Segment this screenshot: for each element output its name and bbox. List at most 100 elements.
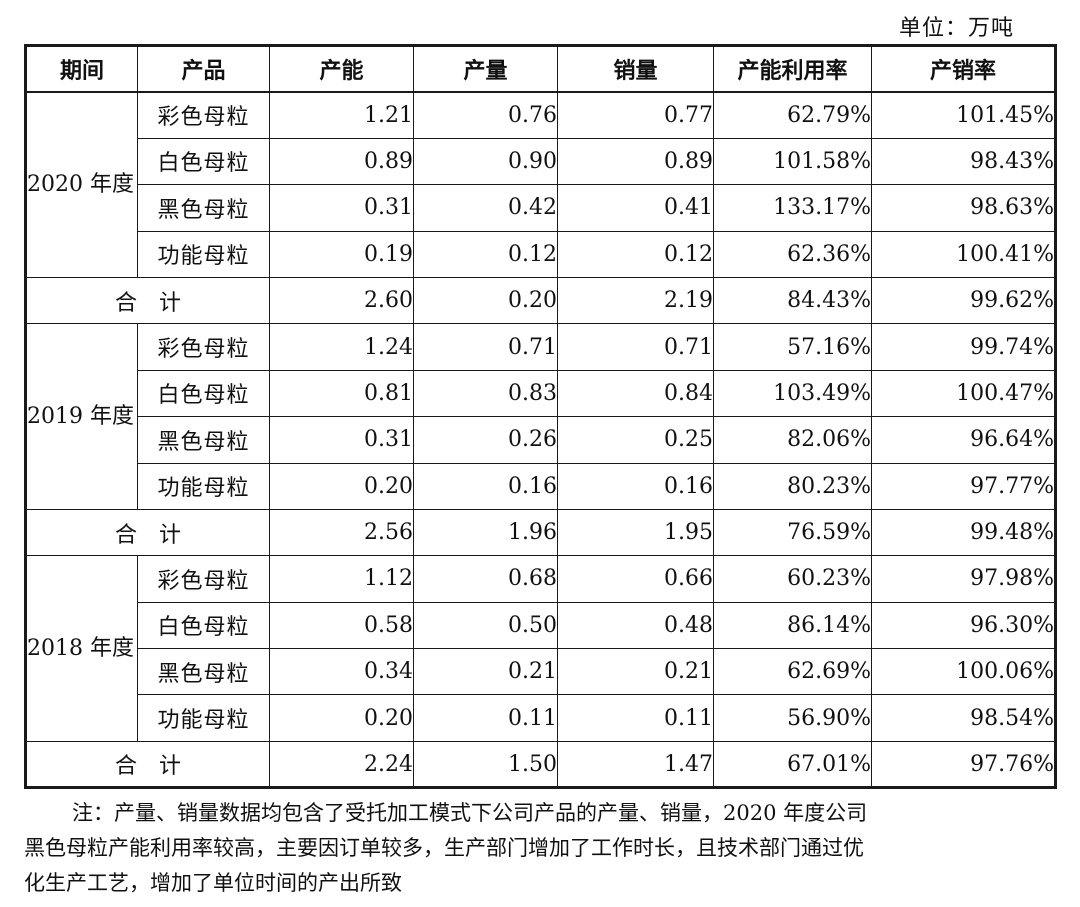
- sales-cell: 0.16: [557, 462, 714, 510]
- capacity-cell: 1.21: [269, 91, 414, 139]
- header-period: 期间: [25, 44, 138, 93]
- table-row: 功能母粒 0.20 0.16 0.16 80.23% 97.77%: [26, 462, 1056, 510]
- product-cell: 白色母粒: [137, 601, 270, 650]
- sales-cell: 0.66: [557, 555, 714, 603]
- sales-cell: 0.77: [557, 91, 714, 139]
- total-capacity-cell: 2.24: [269, 740, 414, 789]
- table-row: 2020 年度 彩色母粒 1.21 0.76 0.77 62.79% 101.45%: [25, 91, 1056, 278]
- total-utilization-cell: 84.43%: [713, 276, 872, 325]
- total-row: 合计 2.60 0.20 2.19 84.43% 99.62%: [25, 276, 1056, 325]
- footnote: 注：产量、销量数据均包含了受托加工模式下公司产品的产量、销量，2020 年度公司…: [24, 796, 1048, 901]
- product-cell: 彩色母粒: [137, 323, 270, 371]
- capacity-table: 期间 产品 产能 产量 销量 产能利用率 产销率 2020 年度 彩色母粒 1.21…: [24, 44, 1057, 790]
- sales-cell: 0.48: [557, 601, 714, 650]
- sales-cell: 0.11: [557, 694, 714, 742]
- sell-through-cell: 101.45%: [871, 91, 1056, 139]
- product-cell: 白色母粒: [137, 137, 270, 186]
- sell-through-cell: 98.63%: [871, 184, 1056, 232]
- output-cell: 0.16: [413, 462, 558, 510]
- total-output-cell: 1.96: [413, 508, 558, 557]
- total-sell-through-cell: 97.76%: [871, 740, 1056, 789]
- utilization-cell: 86.14%: [713, 601, 872, 650]
- product-cell: 黑色母粒: [137, 648, 270, 696]
- total-sales-cell: 1.95: [557, 508, 714, 557]
- footnote-line-1: 注：产量、销量数据均包含了受托加工模式下公司产品的产量、销量，2020 年度公司: [72, 801, 868, 825]
- utilization-cell: 62.69%: [713, 648, 872, 696]
- total-capacity-cell: 2.60: [269, 276, 414, 325]
- table-row: 2018 年度 彩色母粒 1.12 0.68 0.66 60.23% 97.98%: [25, 555, 1056, 742]
- output-cell: 0.90: [413, 137, 558, 186]
- sell-through-cell: 97.77%: [871, 462, 1056, 510]
- unit-label: 单位：万吨: [898, 16, 1014, 41]
- total-output-cell: 1.50: [413, 740, 558, 789]
- table-row: 黑色母粒 0.31 0.26 0.25 82.06% 96.64%: [26, 416, 1056, 464]
- sell-through-cell: 98.54%: [871, 694, 1056, 742]
- total-utilization-cell: 76.59%: [713, 508, 872, 557]
- utilization-cell: 80.23%: [713, 462, 872, 510]
- capacity-cell: 0.81: [269, 369, 414, 418]
- product-cell: 功能母粒: [137, 694, 270, 742]
- total-label-cell: 合计: [25, 508, 270, 557]
- sales-cell: 0.41: [557, 184, 714, 232]
- sales-cell: 0.12: [557, 230, 714, 278]
- capacity-cell: 0.20: [269, 462, 414, 510]
- output-cell: 0.50: [413, 601, 558, 650]
- sales-cell: 0.25: [557, 416, 714, 464]
- utilization-cell: 133.17%: [713, 184, 872, 232]
- sales-cell: 0.21: [557, 648, 714, 696]
- total-sales-cell: 2.19: [557, 276, 714, 325]
- capacity-cell: 0.31: [269, 184, 414, 232]
- product-cell: 功能母粒: [137, 230, 270, 278]
- total-sales-cell: 1.47: [557, 740, 714, 789]
- sell-through-cell: 96.64%: [871, 416, 1056, 464]
- total-label: 合计: [114, 290, 203, 316]
- product-cell: 功能母粒: [137, 462, 270, 510]
- header-output: 产量: [413, 44, 558, 93]
- output-cell: 0.68: [413, 555, 558, 603]
- table-row: 白色母粒 0.58 0.50 0.48 86.14% 96.30%: [26, 601, 1056, 650]
- total-row: 合计 2.56 1.96 1.95 76.59% 99.48%: [25, 508, 1056, 557]
- header-product: 产品: [137, 44, 270, 93]
- capacity-cell: 1.12: [269, 555, 414, 603]
- sell-through-cell: 100.06%: [871, 648, 1056, 696]
- capacity-cell: 0.19: [269, 230, 414, 278]
- table-row: 白色母粒 0.81 0.83 0.84 103.49% 100.47%: [26, 369, 1056, 418]
- capacity-cell: 0.58: [269, 601, 414, 650]
- utilization-cell: 57.16%: [713, 323, 872, 371]
- product-cell: 黑色母粒: [137, 184, 270, 232]
- output-cell: 0.42: [413, 184, 558, 232]
- table-row: 功能母粒 0.19 0.12 0.12 62.36% 100.41%: [26, 230, 1056, 278]
- total-label: 合计: [114, 754, 203, 780]
- output-cell: 0.26: [413, 416, 558, 464]
- total-row: 合计 2.24 1.50 1.47 67.01% 97.76%: [25, 740, 1056, 789]
- sales-cell: 0.71: [557, 323, 714, 371]
- sales-cell: 0.84: [557, 369, 714, 418]
- total-sell-through-cell: 99.62%: [871, 276, 1056, 325]
- period-cell: 2020 年度: [25, 91, 138, 278]
- capacity-cell: 0.31: [269, 416, 414, 464]
- header-sell-through: 产销率: [871, 44, 1056, 93]
- utilization-cell: 60.23%: [713, 555, 872, 603]
- product-cell: 黑色母粒: [137, 416, 270, 464]
- utilization-cell: 82.06%: [713, 416, 872, 464]
- output-cell: 0.21: [413, 648, 558, 696]
- header-row: 期间 产品 产能 产量 销量 产能利用率 产销率: [25, 44, 1056, 93]
- period-cell: 2018 年度: [25, 555, 138, 742]
- product-cell: 彩色母粒: [137, 555, 270, 603]
- capacity-cell: 0.34: [269, 648, 414, 696]
- footnote-line-3: 化生产工艺，增加了单位时间的产出所致: [24, 871, 402, 895]
- table-row: 功能母粒 0.20 0.11 0.11 56.90% 98.54%: [26, 694, 1056, 742]
- sell-through-cell: 98.43%: [871, 137, 1056, 186]
- total-utilization-cell: 67.01%: [713, 740, 872, 789]
- total-label-cell: 合计: [25, 276, 270, 325]
- table-row: 黑色母粒 0.31 0.42 0.41 133.17% 98.63%: [26, 184, 1056, 232]
- total-output-cell: 0.20: [413, 276, 558, 325]
- table-row: 2019 年度 彩色母粒 1.24 0.71 0.71 57.16% 99.74%: [25, 323, 1056, 510]
- output-cell: 0.83: [413, 369, 558, 418]
- header-capacity: 产能: [269, 44, 414, 93]
- table-row: 黑色母粒 0.34 0.21 0.21 62.69% 100.06%: [26, 648, 1056, 696]
- total-label: 合计: [114, 522, 203, 548]
- utilization-cell: 62.36%: [713, 230, 872, 278]
- header-sales: 销量: [557, 44, 714, 93]
- sell-through-cell: 99.74%: [871, 323, 1056, 371]
